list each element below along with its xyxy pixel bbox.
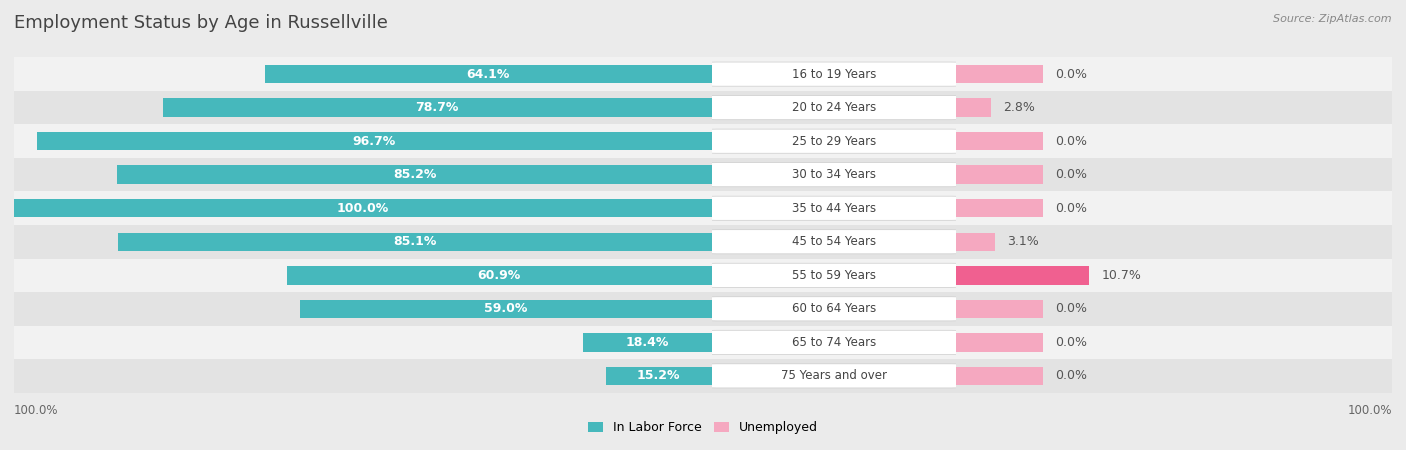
Bar [14,124,711,158]
Bar [583,333,711,351]
FancyBboxPatch shape [697,230,970,254]
Text: Source: ZipAtlas.com: Source: ZipAtlas.com [1274,14,1392,23]
Text: 2.8%: 2.8% [1004,101,1035,114]
Text: 100.0%: 100.0% [1347,405,1392,418]
Bar [711,359,956,393]
Bar [956,225,1392,259]
Bar [14,292,711,326]
FancyBboxPatch shape [697,364,970,388]
FancyBboxPatch shape [697,129,970,153]
Text: 65 to 74 Years: 65 to 74 Years [792,336,876,349]
Text: 18.4%: 18.4% [626,336,669,349]
Bar [163,99,711,117]
Bar [956,359,1392,393]
Bar [299,300,711,318]
Legend: In Labor Force, Unemployed: In Labor Force, Unemployed [583,416,823,439]
Bar [14,191,711,225]
Text: 0.0%: 0.0% [1056,369,1088,382]
Bar [711,191,956,225]
Bar [287,266,711,284]
Text: 35 to 44 Years: 35 to 44 Years [792,202,876,215]
Text: 60.9%: 60.9% [478,269,520,282]
FancyBboxPatch shape [697,62,970,86]
Bar [711,225,956,259]
Bar [14,91,711,124]
Text: 59.0%: 59.0% [484,302,527,315]
Bar [956,132,1043,150]
Text: Employment Status by Age in Russellville: Employment Status by Age in Russellville [14,14,388,32]
Text: 0.0%: 0.0% [1056,168,1088,181]
Text: 45 to 54 Years: 45 to 54 Years [792,235,876,248]
Text: 100.0%: 100.0% [337,202,389,215]
Bar [956,57,1392,91]
Text: 0.0%: 0.0% [1056,68,1088,81]
Text: 78.7%: 78.7% [416,101,458,114]
Text: 3.1%: 3.1% [1007,235,1039,248]
Bar [711,259,956,292]
Text: 0.0%: 0.0% [1056,336,1088,349]
FancyBboxPatch shape [697,330,970,355]
Bar [14,359,711,393]
Text: 30 to 34 Years: 30 to 34 Years [792,168,876,181]
Bar [711,57,956,91]
Text: 0.0%: 0.0% [1056,135,1088,148]
Text: 60 to 64 Years: 60 to 64 Years [792,302,876,315]
Bar [37,132,711,150]
Text: 10.7%: 10.7% [1102,269,1142,282]
Bar [14,326,711,359]
Bar [711,326,956,359]
Bar [956,292,1392,326]
Text: 64.1%: 64.1% [467,68,510,81]
Bar [711,292,956,326]
Bar [14,225,711,259]
Bar [14,259,711,292]
Text: 85.2%: 85.2% [392,168,436,181]
FancyBboxPatch shape [697,297,970,321]
Text: 20 to 24 Years: 20 to 24 Years [792,101,876,114]
Bar [956,158,1392,191]
Bar [14,199,711,217]
Bar [956,233,994,251]
Bar [264,65,711,83]
Text: 55 to 59 Years: 55 to 59 Years [792,269,876,282]
Bar [956,166,1043,184]
Bar [956,259,1392,292]
Text: 25 to 29 Years: 25 to 29 Years [792,135,876,148]
Bar [14,57,711,91]
Bar [956,99,991,117]
Text: 15.2%: 15.2% [637,369,681,382]
Bar [956,300,1043,318]
Text: 0.0%: 0.0% [1056,302,1088,315]
Bar [711,91,956,124]
Bar [711,158,956,191]
Text: 75 Years and over: 75 Years and over [780,369,887,382]
Bar [956,266,1090,284]
Bar [956,191,1392,225]
Text: 85.1%: 85.1% [394,235,436,248]
Bar [956,367,1043,385]
Bar [14,158,711,191]
FancyBboxPatch shape [697,196,970,220]
Bar [606,367,711,385]
FancyBboxPatch shape [697,95,970,120]
Bar [956,124,1392,158]
Bar [956,65,1043,83]
Text: 0.0%: 0.0% [1056,202,1088,215]
Bar [117,166,711,184]
Bar [711,124,956,158]
Text: 16 to 19 Years: 16 to 19 Years [792,68,876,81]
Bar [956,326,1392,359]
FancyBboxPatch shape [697,162,970,187]
Text: 96.7%: 96.7% [353,135,396,148]
Bar [956,91,1392,124]
Text: 100.0%: 100.0% [14,405,59,418]
FancyBboxPatch shape [697,263,970,288]
Bar [956,333,1043,351]
Bar [118,233,711,251]
Bar [956,199,1043,217]
